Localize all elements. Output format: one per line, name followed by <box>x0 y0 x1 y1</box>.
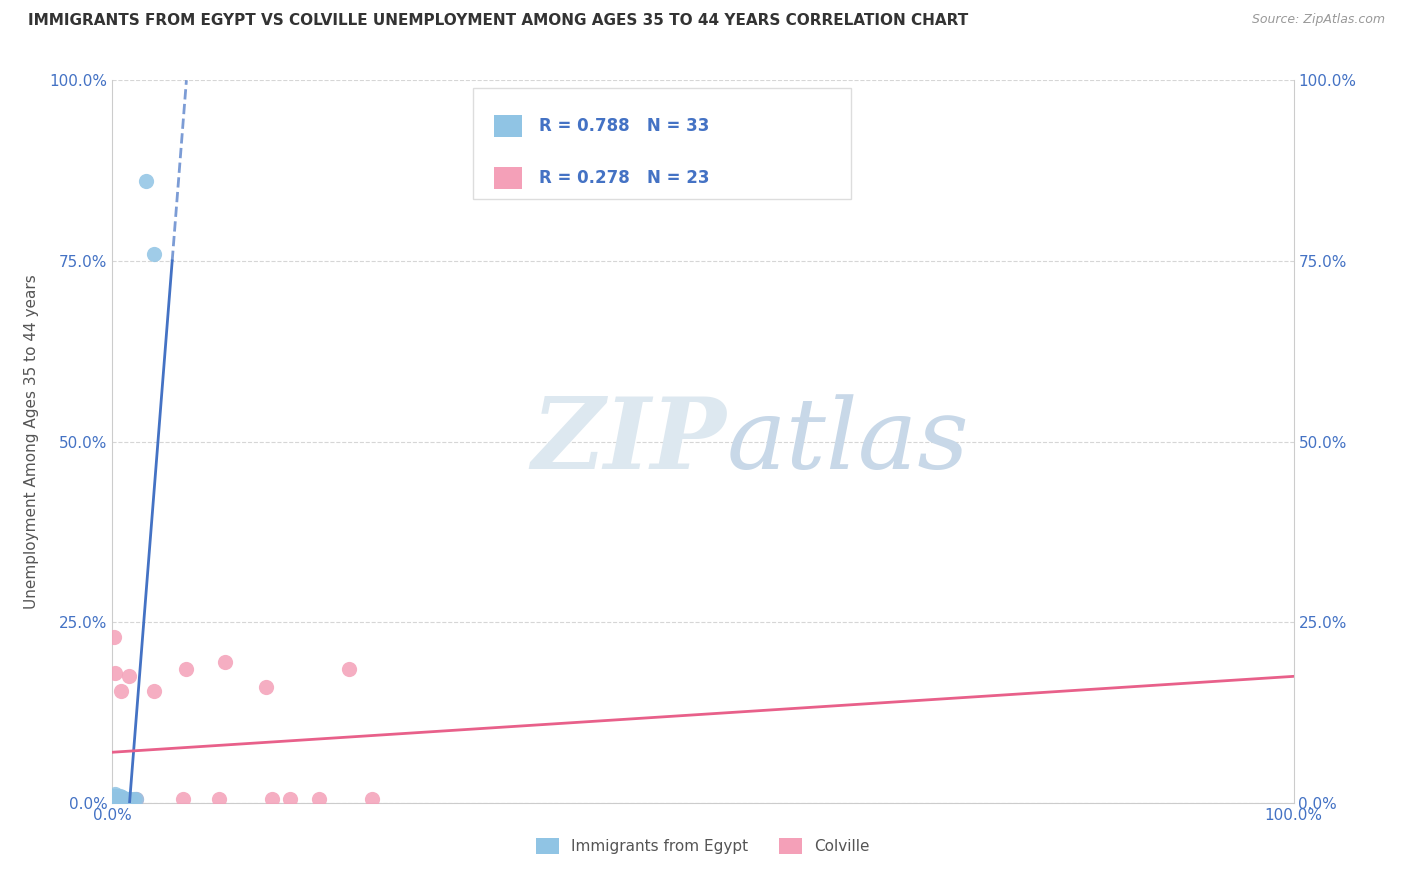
Point <box>103 792 125 806</box>
Point <box>105 792 128 806</box>
Point <box>278 792 301 806</box>
Point <box>254 680 277 694</box>
Point <box>104 792 127 806</box>
Point <box>172 792 194 806</box>
Point <box>104 792 127 806</box>
Point <box>112 792 135 806</box>
Point <box>122 792 145 806</box>
Point <box>260 792 283 806</box>
Point <box>337 662 360 676</box>
Point <box>105 792 128 806</box>
Point <box>125 792 148 806</box>
Point <box>104 792 127 806</box>
Text: atlas: atlas <box>727 394 969 489</box>
Point <box>104 787 127 801</box>
Point <box>114 792 136 806</box>
Point <box>107 792 129 806</box>
Point <box>108 789 131 803</box>
Point <box>105 790 128 805</box>
Point <box>105 789 128 803</box>
Point <box>112 792 135 806</box>
Point <box>103 792 125 806</box>
Point <box>105 792 128 806</box>
Point <box>108 792 131 806</box>
Point <box>107 792 129 806</box>
Point <box>105 792 128 806</box>
Text: ZIP: ZIP <box>531 393 727 490</box>
Point <box>105 790 128 805</box>
Point <box>103 792 125 806</box>
Point <box>118 669 141 683</box>
Point <box>110 683 132 698</box>
Point <box>214 655 236 669</box>
Point <box>361 792 384 806</box>
Point <box>111 790 134 805</box>
Point <box>107 790 129 805</box>
Point <box>135 174 157 188</box>
Point <box>104 665 127 680</box>
Point <box>105 792 128 806</box>
Point <box>107 792 129 806</box>
Text: Source: ZipAtlas.com: Source: ZipAtlas.com <box>1251 13 1385 27</box>
Point <box>117 792 139 806</box>
Point <box>103 630 125 644</box>
Point <box>142 683 165 698</box>
Point <box>110 792 132 806</box>
Point <box>142 246 165 260</box>
Point <box>125 792 148 806</box>
Point <box>208 792 231 806</box>
Y-axis label: Unemployment Among Ages 35 to 44 years: Unemployment Among Ages 35 to 44 years <box>24 274 38 609</box>
Text: R = 0.788   N = 33: R = 0.788 N = 33 <box>538 117 709 135</box>
FancyBboxPatch shape <box>472 87 851 200</box>
Point <box>108 792 131 806</box>
Point <box>111 792 134 806</box>
Text: IMMIGRANTS FROM EGYPT VS COLVILLE UNEMPLOYMENT AMONG AGES 35 TO 44 YEARS CORRELA: IMMIGRANTS FROM EGYPT VS COLVILLE UNEMPL… <box>28 13 969 29</box>
Bar <box>494 115 522 136</box>
Point <box>104 789 127 803</box>
Bar <box>494 167 522 189</box>
Point <box>112 792 135 806</box>
Point <box>110 792 132 806</box>
Legend: Immigrants from Egypt, Colville: Immigrants from Egypt, Colville <box>530 832 876 860</box>
Point <box>308 792 330 806</box>
Point <box>120 792 142 806</box>
Point <box>103 789 125 803</box>
Point <box>115 792 138 806</box>
Point <box>174 662 197 676</box>
Point <box>105 792 128 806</box>
Text: R = 0.278   N = 23: R = 0.278 N = 23 <box>538 169 710 186</box>
